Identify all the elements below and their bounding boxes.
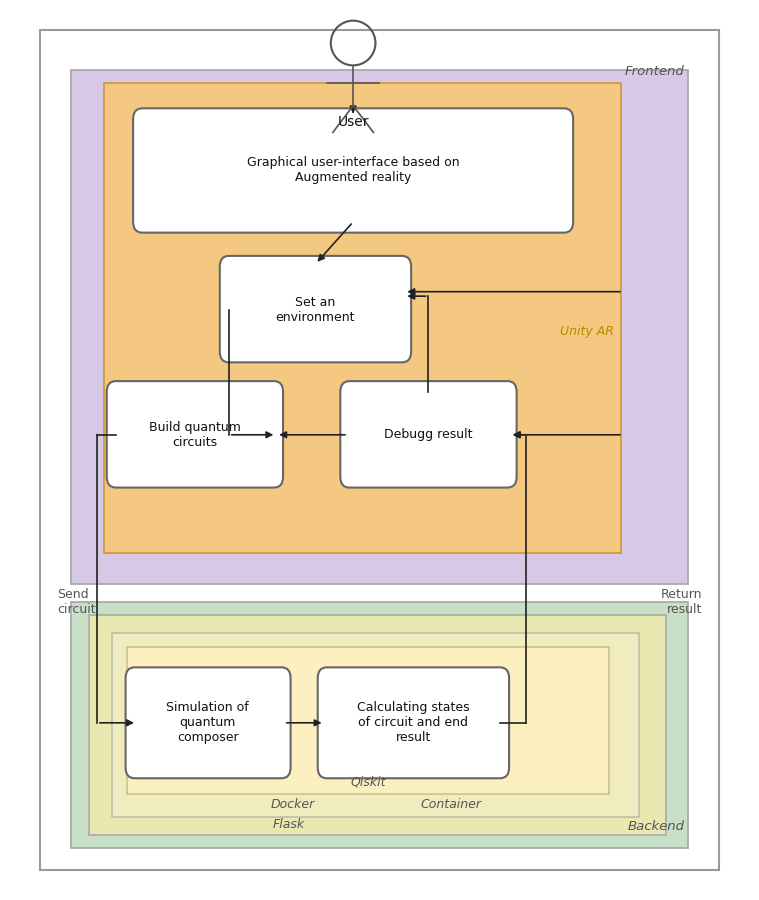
Bar: [127, 647, 609, 795]
Text: Frontend: Frontend: [625, 65, 685, 78]
FancyBboxPatch shape: [220, 256, 411, 363]
Text: Flask: Flask: [273, 818, 305, 831]
Text: Build quantum
circuits: Build quantum circuits: [149, 421, 241, 449]
Text: Send
circuit: Send circuit: [57, 588, 96, 617]
FancyBboxPatch shape: [107, 381, 283, 488]
FancyBboxPatch shape: [125, 668, 291, 778]
Text: User: User: [338, 114, 369, 129]
Text: Container: Container: [420, 798, 481, 812]
Text: Qiskit: Qiskit: [351, 775, 386, 788]
Text: Docker: Docker: [271, 798, 315, 812]
Bar: [71, 70, 688, 584]
Text: Debugg result: Debugg result: [384, 428, 473, 441]
Text: Return
result: Return result: [660, 588, 702, 617]
Bar: [112, 634, 639, 816]
FancyBboxPatch shape: [133, 108, 573, 232]
Text: Calculating states
of circuit and end
result: Calculating states of circuit and end re…: [357, 701, 470, 744]
Text: Simulation of
quantum
composer: Simulation of quantum composer: [166, 701, 249, 744]
Bar: [71, 602, 688, 848]
FancyBboxPatch shape: [318, 668, 509, 778]
Text: Set an
environment: Set an environment: [276, 295, 355, 324]
FancyBboxPatch shape: [340, 381, 517, 488]
Bar: [105, 84, 621, 553]
Bar: [90, 616, 666, 834]
Text: Backend: Backend: [628, 820, 685, 832]
Text: Graphical user-interface based on
Augmented reality: Graphical user-interface based on Augmen…: [247, 157, 459, 184]
Text: Unity AR: Unity AR: [560, 325, 614, 338]
